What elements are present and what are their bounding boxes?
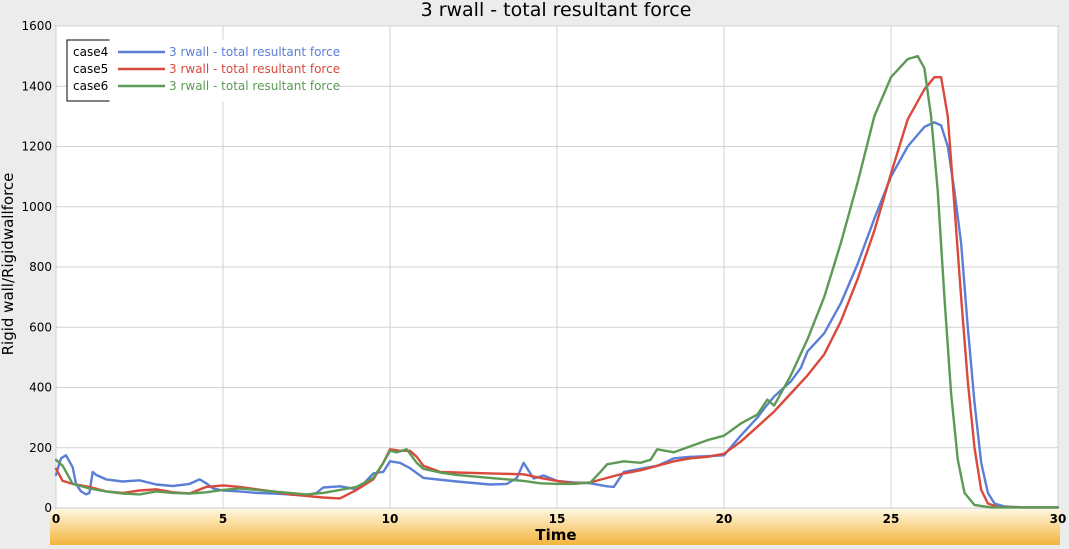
y-tick-label: 800 [29, 260, 52, 274]
x-tick-label: 0 [52, 512, 60, 526]
x-tick-label: 20 [716, 512, 733, 526]
x-tick-label: 10 [382, 512, 399, 526]
x-axis-ticks: 0 5 10 15 20 25 30 [52, 512, 1067, 526]
y-tick-label: 200 [29, 441, 52, 455]
y-tick-label: 600 [29, 320, 52, 334]
y-tick-label: 1400 [21, 79, 52, 93]
y-tick-label: 1200 [21, 140, 52, 154]
x-axis-label: Time [535, 526, 576, 544]
y-tick-label: 400 [29, 381, 52, 395]
legend-case-label: case5 [73, 62, 108, 76]
chart-title: 3 rwall - total resultant force [421, 0, 692, 21]
series-layer [54, 54, 1060, 509]
legend-case-box [66, 39, 111, 102]
legend-series-name: 3 rwall - total resultant force [169, 62, 340, 76]
series-line-case4 [54, 121, 1060, 509]
legend-series-box [109, 39, 340, 102]
x-tick-label: 5 [219, 512, 227, 526]
y-axis-label: Rigid wall/Rigidwallforce [0, 173, 17, 356]
y-tick-label: 1600 [21, 19, 52, 33]
legend-series-name: 3 rwall - total resultant force [169, 79, 340, 93]
legend: case4 3 rwall - total resultant force ca… [66, 39, 340, 102]
x-tick-label: 30 [1050, 512, 1067, 526]
x-axis-band [50, 509, 1060, 545]
legend-case-label: case4 [73, 45, 108, 59]
legend-series-name: 3 rwall - total resultant force [169, 45, 340, 59]
y-tick-label: 1000 [21, 200, 52, 214]
series-line-case6 [54, 54, 1060, 509]
y-axis-ticks: 0 200 400 600 800 1000 1200 1400 1600 [21, 19, 52, 515]
grid-layer [55, 25, 1059, 509]
x-tick-label: 15 [549, 512, 566, 526]
x-tick-label: 25 [883, 512, 900, 526]
y-tick-label: 0 [44, 501, 52, 515]
legend-case-label: case6 [73, 79, 108, 93]
